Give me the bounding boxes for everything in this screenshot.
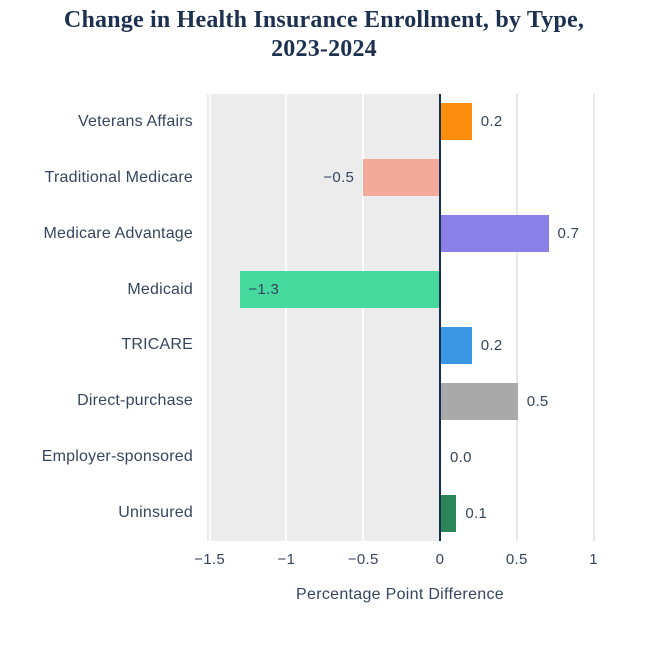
- gridline-−1: [285, 94, 288, 541]
- chart-title: Change in Health Insurance Enrollment, b…: [63, 7, 585, 62]
- bar-direct-purchase: [441, 382, 518, 420]
- value-label-uninsured: 0.1: [465, 504, 488, 522]
- category-label-tricare: TRICARE: [121, 336, 193, 354]
- gridline-1: [592, 94, 595, 541]
- gridline-0.5: [515, 94, 518, 541]
- value-label-medicare-advantage: 0.7: [557, 225, 580, 243]
- bar-uninsured: [441, 494, 457, 532]
- bar-tricare: [441, 326, 472, 364]
- x-tick-0.5: 0.5: [505, 551, 528, 568]
- category-label-uninsured: Uninsured: [118, 504, 193, 522]
- x-tick-−0.5: −0.5: [347, 551, 379, 568]
- value-label-tricare: 0.2: [480, 336, 503, 354]
- zero-axis-line: [439, 94, 441, 541]
- x-tick-−1.5: −1.5: [194, 551, 225, 568]
- category-label-medicaid: Medicaid: [127, 280, 193, 298]
- gridline-−0.5: [362, 94, 365, 541]
- bar-medicare-advantage: [441, 215, 549, 253]
- value-label-medicaid: −1.3: [248, 281, 280, 299]
- value-label-traditional-medicare: −0.5: [323, 169, 355, 187]
- x-axis-label: Percentage Point Difference: [296, 586, 504, 603]
- gridline-−1.5: [208, 94, 211, 541]
- x-tick-0: 0: [435, 551, 445, 568]
- category-label-medicare-advantage: Medicare Advantage: [43, 224, 193, 242]
- category-label-employer-sponsored: Employer-sponsored: [41, 448, 193, 466]
- category-label-direct-purchase: Direct-purchase: [77, 392, 193, 410]
- x-tick-−1: −1: [277, 551, 296, 568]
- category-label-veterans-affairs: Veterans Affairs: [78, 112, 193, 130]
- value-label-direct-purchase: 0.5: [526, 392, 549, 410]
- bar-medicaid: [240, 271, 440, 309]
- x-tick-1: 1: [589, 551, 598, 568]
- plot-area: 0.2 −0.5 0.7 −1.3 0.2 0.5 0.0 0.1: [207, 94, 625, 541]
- value-label-veterans-affairs: 0.2: [480, 113, 503, 131]
- bar-traditional-medicare: [363, 159, 440, 197]
- value-label-employer-sponsored: 0.0: [450, 448, 472, 466]
- bar-veterans-affairs: [441, 103, 472, 141]
- category-label-traditional-medicare: Traditional Medicare: [44, 168, 193, 186]
